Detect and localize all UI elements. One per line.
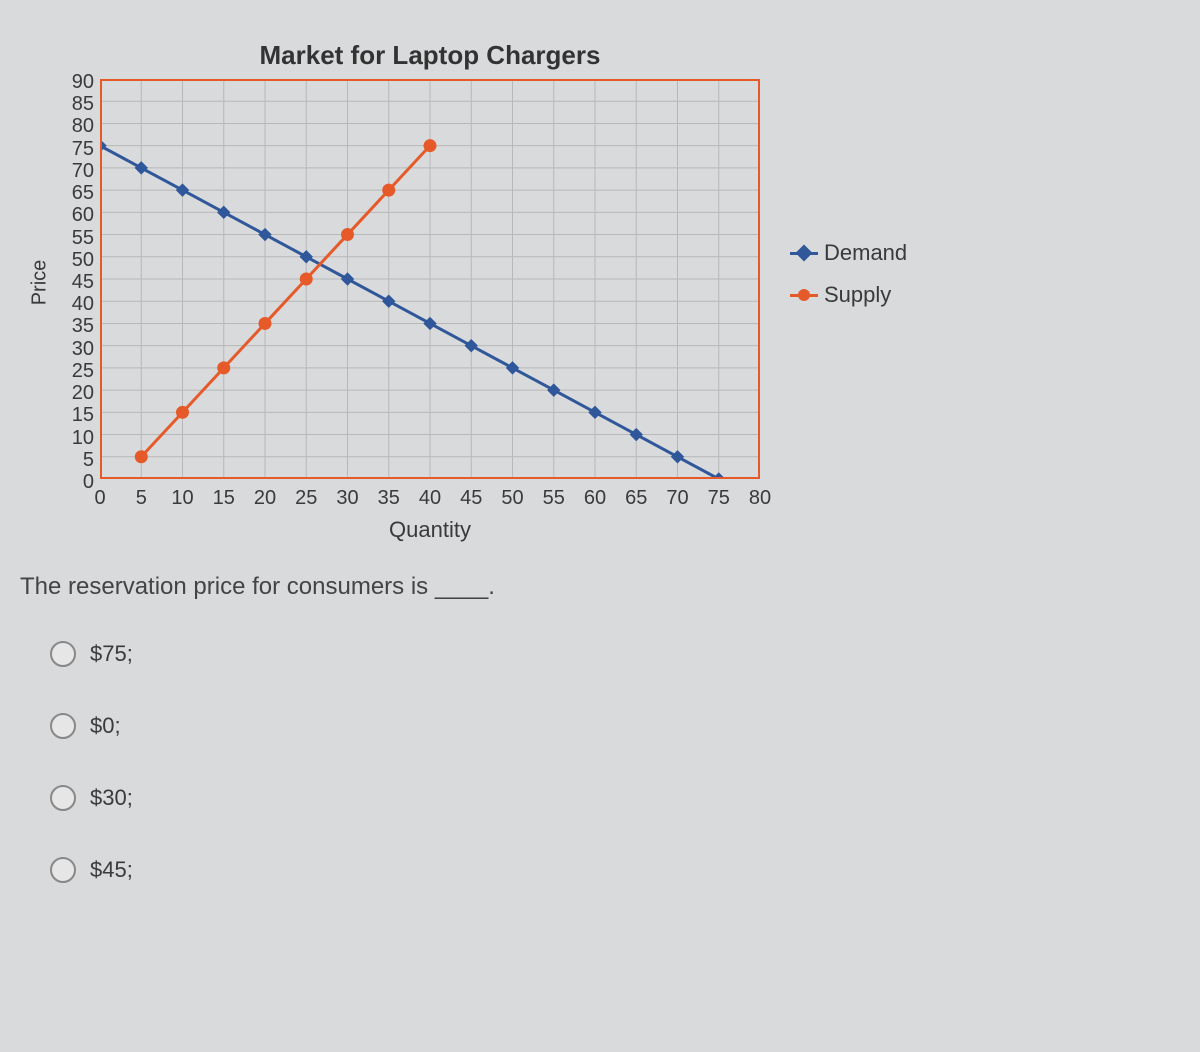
radio-icon[interactable] — [50, 785, 76, 811]
radio-icon[interactable] — [50, 857, 76, 883]
chart-title: Market for Laptop Chargers — [100, 40, 760, 71]
plot-area — [100, 79, 760, 479]
option-label: $0; — [90, 713, 121, 739]
answer-option-0[interactable]: $75; — [50, 641, 1180, 667]
legend-item-supply: Supply — [790, 282, 907, 308]
chart-area: Price 9085807570656055504540353025201510… — [20, 40, 1180, 543]
answer-option-3[interactable]: $45; — [50, 857, 1180, 883]
answer-option-2[interactable]: $30; — [50, 785, 1180, 811]
option-label: $45; — [90, 857, 133, 883]
legend-item-demand: Demand — [790, 240, 907, 266]
question-text: The reservation price for consumers is _… — [20, 573, 1180, 601]
answer-option-1[interactable]: $0; — [50, 713, 1180, 739]
legend-label: Demand — [824, 240, 907, 266]
y-axis-label: Price — [29, 259, 52, 305]
legend-label: Supply — [824, 282, 891, 308]
chart-legend: Demand Supply — [790, 240, 907, 324]
option-label: $75; — [90, 641, 133, 667]
radio-icon[interactable] — [50, 713, 76, 739]
x-axis-label: Quantity — [100, 517, 760, 543]
y-axis-ticks: 908580757065605550454035302520151050 — [60, 82, 94, 482]
answer-options: $75; $0; $30; $45; — [50, 641, 1180, 883]
x-axis-ticks: 05101520253035404550556065707580 — [100, 487, 760, 511]
option-label: $30; — [90, 785, 133, 811]
radio-icon[interactable] — [50, 641, 76, 667]
